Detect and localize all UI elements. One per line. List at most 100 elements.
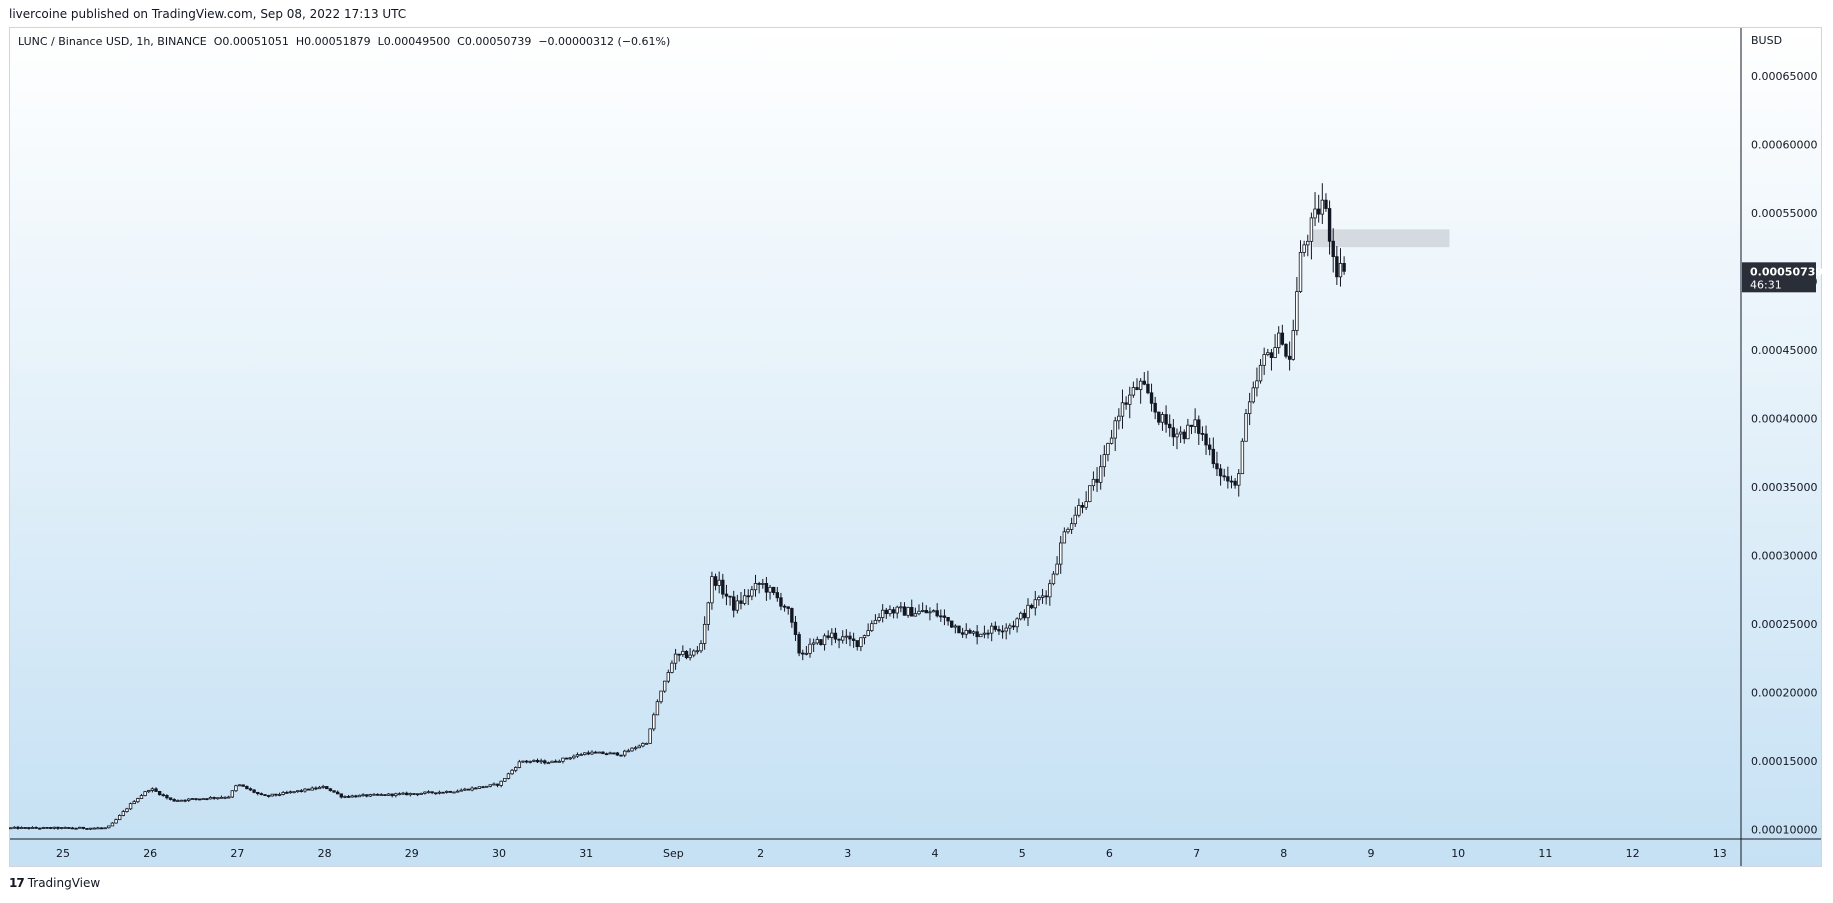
candle-body bbox=[1247, 401, 1252, 414]
candle-body bbox=[143, 791, 147, 796]
candle-body bbox=[877, 617, 881, 621]
candle-body bbox=[681, 650, 685, 655]
time-tick-label: 25 bbox=[56, 847, 70, 860]
candle-body bbox=[1222, 475, 1226, 478]
symbol-legend: LUNC / Binance USD, 1h, BINANCE O0.00051… bbox=[18, 35, 671, 48]
candle-body bbox=[19, 827, 24, 829]
candle-body bbox=[721, 579, 725, 595]
candle-body bbox=[851, 638, 856, 641]
candle-body bbox=[310, 787, 314, 791]
last-price-box bbox=[1742, 262, 1816, 293]
candle-body bbox=[339, 793, 344, 798]
candle-body bbox=[495, 783, 500, 786]
candle-body bbox=[281, 792, 285, 795]
candle-body bbox=[1033, 599, 1037, 609]
candle-body bbox=[1066, 528, 1070, 533]
candle-body bbox=[1251, 387, 1255, 403]
candle-body bbox=[790, 608, 794, 623]
candle-body bbox=[782, 605, 787, 608]
time-tick-label: 12 bbox=[1626, 847, 1640, 860]
candle-body bbox=[993, 625, 998, 630]
publisher-caption: livercoine published on TradingView.com,… bbox=[9, 7, 407, 21]
candle-body bbox=[492, 783, 496, 786]
candle-body bbox=[535, 759, 540, 763]
candle-body bbox=[561, 757, 565, 762]
candle-body bbox=[117, 815, 122, 821]
candle-body bbox=[277, 794, 282, 796]
candle-body bbox=[128, 803, 133, 810]
candle-body bbox=[212, 797, 216, 799]
candle-body bbox=[434, 792, 438, 795]
candle-body bbox=[786, 606, 790, 609]
time-axis[interactable]: 25 26 27 28 29 30 31 Sep 2 3 4 5 6 7 8 9 10 11 12 13 bbox=[56, 847, 1727, 860]
candle-body bbox=[470, 787, 474, 791]
candle-body bbox=[1331, 240, 1335, 258]
time-tick-label: 4 bbox=[932, 847, 939, 860]
candle-body bbox=[1131, 387, 1136, 396]
time-tick-label: 8 bbox=[1280, 847, 1287, 860]
candle-body bbox=[245, 785, 249, 790]
candle-body bbox=[1320, 199, 1325, 215]
candle-body bbox=[950, 620, 954, 628]
candle-body bbox=[866, 630, 870, 636]
candle-body bbox=[383, 794, 387, 796]
candle-body bbox=[328, 788, 333, 792]
candle-body bbox=[1149, 392, 1154, 404]
candle-body bbox=[1117, 415, 1121, 422]
candle-body bbox=[837, 638, 841, 641]
candle-body bbox=[437, 791, 442, 794]
candle-body bbox=[928, 611, 932, 614]
candle-body bbox=[793, 621, 798, 635]
candle-body bbox=[717, 579, 721, 586]
candle-body bbox=[1168, 423, 1172, 429]
candle-body bbox=[626, 750, 631, 753]
price-tick-label: 0.00035000 bbox=[1751, 481, 1817, 494]
candle-body bbox=[1095, 478, 1099, 483]
candle-body bbox=[564, 757, 569, 760]
candle-body bbox=[532, 759, 536, 762]
candle-body bbox=[1258, 364, 1263, 382]
candle-body bbox=[659, 690, 663, 703]
candle-body bbox=[1106, 442, 1110, 456]
candle-body bbox=[423, 791, 427, 794]
price-axis[interactable]: 0.00010000 0.00015000 0.00020000 0.00025000… bbox=[1751, 70, 1817, 836]
candle-body bbox=[1098, 466, 1103, 483]
candle-body bbox=[1291, 330, 1295, 360]
candle-body bbox=[895, 606, 899, 614]
candle-body bbox=[601, 751, 605, 755]
candles bbox=[8, 183, 1346, 831]
candle-body bbox=[1142, 380, 1146, 385]
candle-body bbox=[1088, 485, 1092, 503]
candle-body bbox=[670, 662, 674, 673]
candle-body bbox=[815, 639, 819, 644]
candle-body bbox=[201, 798, 205, 800]
candle-body bbox=[401, 792, 405, 795]
time-tick-label: 30 bbox=[492, 847, 506, 860]
candle-body bbox=[12, 826, 17, 829]
candle-body bbox=[1269, 352, 1274, 359]
candle-body bbox=[52, 826, 56, 829]
candle-body bbox=[288, 791, 293, 794]
candle-body bbox=[30, 827, 35, 829]
candle-body bbox=[521, 760, 525, 763]
candle-body bbox=[503, 778, 507, 782]
candle-body bbox=[506, 773, 511, 779]
candle-body bbox=[917, 610, 921, 615]
candle-body bbox=[652, 714, 656, 730]
candle-body bbox=[1040, 595, 1045, 598]
candle-body bbox=[1059, 542, 1063, 565]
candle-body bbox=[528, 760, 532, 763]
price-tick-label: 0.00055000 bbox=[1751, 207, 1817, 220]
candle-body bbox=[1004, 627, 1008, 632]
candle-body bbox=[23, 827, 27, 829]
candle-body bbox=[110, 822, 115, 827]
candle-body bbox=[1211, 448, 1216, 465]
tradingview-logo[interactable]: 17 TradingView bbox=[9, 876, 100, 890]
candle-body bbox=[633, 747, 638, 750]
candle-body bbox=[1189, 424, 1194, 427]
highlight-zone[interactable] bbox=[1312, 229, 1450, 248]
candle-body bbox=[372, 793, 376, 796]
candle-body bbox=[724, 593, 729, 597]
candle-body bbox=[575, 754, 580, 757]
